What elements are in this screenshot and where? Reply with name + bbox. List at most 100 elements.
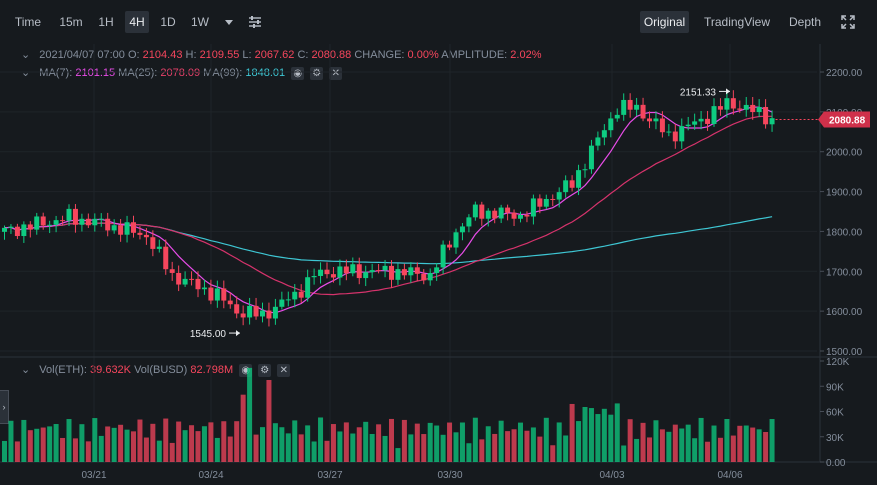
volume-bar bbox=[330, 424, 336, 462]
time-button[interactable]: Time bbox=[14, 15, 42, 29]
volume-bar bbox=[563, 435, 569, 462]
gear-icon[interactable]: ⚙ bbox=[310, 66, 324, 80]
candle bbox=[60, 220, 66, 222]
candle bbox=[176, 272, 182, 285]
volume-bar bbox=[627, 419, 633, 462]
price-tick-label: 1800.00 bbox=[826, 227, 863, 238]
volume-bar bbox=[208, 422, 214, 462]
volume-bar bbox=[485, 426, 491, 462]
candle bbox=[414, 267, 420, 274]
dropdown-icon[interactable] bbox=[220, 11, 238, 33]
close-value: 2080.88 bbox=[311, 49, 352, 61]
volume-bar bbox=[27, 430, 33, 462]
candle bbox=[34, 216, 40, 230]
ma25-line bbox=[4, 115, 773, 296]
close-icon[interactable]: ✕ bbox=[329, 66, 343, 80]
volume-bar bbox=[66, 419, 72, 462]
candle bbox=[285, 299, 291, 301]
volume-bar bbox=[653, 420, 659, 462]
current-price-badge bbox=[818, 111, 870, 128]
eye-icon[interactable]: ◉ bbox=[291, 66, 305, 80]
close-icon[interactable]: ✕ bbox=[277, 363, 291, 377]
candle bbox=[363, 272, 369, 279]
candle bbox=[163, 246, 169, 270]
view-tradingview[interactable]: TradingView bbox=[703, 15, 771, 29]
interval-1w[interactable]: 1W bbox=[191, 15, 209, 29]
candles bbox=[2, 90, 775, 327]
candle bbox=[492, 210, 498, 219]
view-original[interactable]: Original bbox=[640, 11, 689, 33]
volume-bar bbox=[724, 418, 730, 462]
volume-bar bbox=[137, 419, 143, 462]
view-depth[interactable]: Depth bbox=[788, 15, 822, 29]
panel-collapse-tab[interactable]: › bbox=[0, 390, 9, 424]
candle bbox=[234, 304, 240, 314]
candle bbox=[621, 99, 627, 115]
volume-bar bbox=[537, 436, 543, 462]
high-label: H: bbox=[185, 49, 197, 61]
gear-icon[interactable]: ⚙ bbox=[258, 363, 272, 377]
volume-bar bbox=[666, 431, 672, 462]
volume-tick-label: 0.00 bbox=[826, 458, 846, 469]
volume-bar bbox=[150, 423, 156, 462]
volume-bar bbox=[176, 421, 182, 462]
volume-bar bbox=[447, 422, 453, 462]
settings-icon[interactable] bbox=[244, 11, 266, 33]
vol-busd-value: 82.798M bbox=[190, 364, 234, 376]
price-tick-label: 1900.00 bbox=[826, 188, 863, 199]
candle bbox=[253, 305, 259, 317]
volume-bar bbox=[163, 418, 169, 462]
volume-bar bbox=[550, 445, 556, 462]
candle bbox=[427, 273, 433, 281]
fullscreen-icon[interactable] bbox=[838, 11, 858, 33]
candle bbox=[53, 220, 59, 225]
date-tick-label: 04/03 bbox=[599, 470, 624, 481]
ma-row: ⌄ MA(7): 2101.15 MA(25): 2078.09 MA(99):… bbox=[21, 65, 343, 81]
interval-1h[interactable]: 1H bbox=[98, 15, 114, 29]
candle bbox=[79, 218, 85, 225]
volume-bar bbox=[118, 424, 124, 462]
volume-bar bbox=[337, 431, 343, 462]
candle bbox=[72, 208, 78, 225]
candle bbox=[150, 237, 156, 249]
interval-15m[interactable]: 15m bbox=[59, 15, 83, 29]
current-price-label: 2080.88 bbox=[829, 115, 866, 126]
candle bbox=[408, 267, 414, 276]
candle bbox=[601, 130, 607, 138]
volume-bar bbox=[492, 433, 498, 462]
volume-bar bbox=[240, 394, 246, 462]
volume-bar bbox=[614, 403, 620, 462]
volume-bar bbox=[472, 417, 478, 462]
candle bbox=[750, 104, 756, 113]
volume-bar bbox=[305, 425, 311, 462]
candle bbox=[518, 214, 523, 219]
candle bbox=[131, 222, 136, 233]
candle bbox=[537, 198, 543, 207]
volume-bar bbox=[505, 431, 511, 462]
collapse-chevron-icon[interactable]: ⌄ bbox=[21, 364, 31, 376]
volume-bar bbox=[434, 425, 440, 462]
collapse-chevron-icon[interactable]: ⌄ bbox=[21, 67, 31, 79]
volume-tick-label: 30K bbox=[826, 433, 844, 444]
volume-bar bbox=[511, 429, 517, 462]
change-value: 0.00% bbox=[407, 49, 439, 61]
ma7-label: MA(7): bbox=[39, 67, 73, 79]
ma7-line bbox=[4, 106, 773, 314]
candle bbox=[440, 244, 446, 268]
volume-bar bbox=[401, 419, 407, 462]
volume-bar bbox=[750, 427, 756, 462]
interval-1d[interactable]: 1D bbox=[160, 15, 176, 29]
volume-bar bbox=[247, 367, 253, 462]
collapse-chevron-icon[interactable]: ⌄ bbox=[21, 49, 31, 61]
volume-bar bbox=[14, 441, 20, 462]
ma99-value: 1848.01 bbox=[245, 67, 286, 79]
interval-4h[interactable]: 4H bbox=[125, 11, 149, 33]
candle bbox=[111, 225, 117, 231]
candle bbox=[582, 169, 588, 171]
ma25-value: 2078.09 bbox=[160, 67, 201, 79]
ma7-value: 2101.15 bbox=[75, 67, 116, 79]
candle bbox=[260, 310, 265, 317]
volume-bar bbox=[98, 435, 104, 462]
candle bbox=[498, 207, 504, 219]
